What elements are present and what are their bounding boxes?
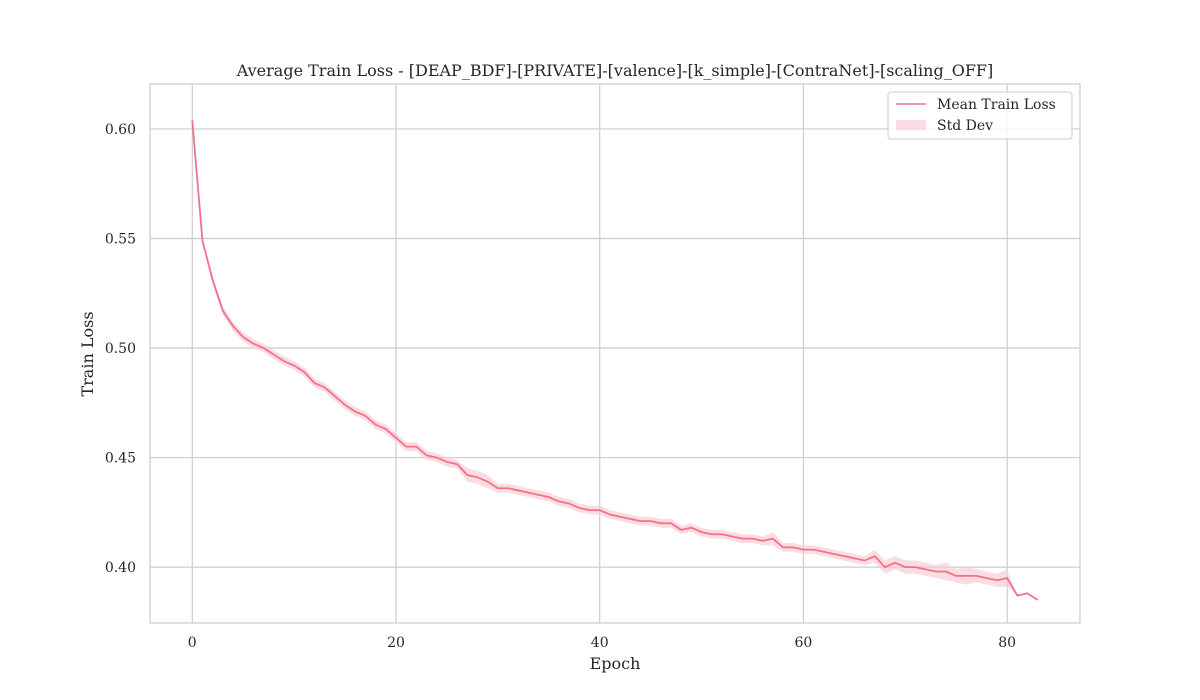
legend: Mean Train Loss Std Dev: [887, 91, 1073, 140]
x-tick-label: 0: [188, 635, 197, 651]
legend-label-std: Std Dev: [937, 118, 993, 134]
y-tick-label: 0.55: [105, 231, 136, 247]
std-dev-band: [192, 117, 1038, 600]
legend-band-swatch: [896, 120, 926, 130]
grid-lines: [150, 84, 1080, 623]
y-axis-label: Train Loss: [78, 311, 97, 396]
legend-box: [887, 91, 1073, 140]
y-tick-labels: 0.40 0.45 0.50 0.55 0.60: [105, 122, 136, 576]
legend-label-mean: Mean Train Loss: [937, 97, 1056, 113]
y-tick-label: 0.45: [105, 451, 136, 467]
x-tick-label: 40: [591, 635, 609, 651]
y-tick-label: 0.50: [105, 341, 136, 357]
x-tick-label: 20: [387, 635, 405, 651]
x-axis-label: Epoch: [590, 654, 641, 673]
y-tick-label: 0.60: [105, 122, 136, 138]
chart-title: Average Train Loss - [DEAP_BDF]-[PRIVATE…: [236, 61, 994, 80]
x-tick-label: 60: [795, 635, 813, 651]
mean-train-loss-line: [191, 120, 1039, 601]
plot-frame: [149, 83, 1081, 624]
y-tick-label: 0.40: [105, 560, 136, 576]
x-tick-labels: 0 20 40 60 80: [188, 635, 1016, 651]
x-tick-label: 80: [998, 635, 1016, 651]
